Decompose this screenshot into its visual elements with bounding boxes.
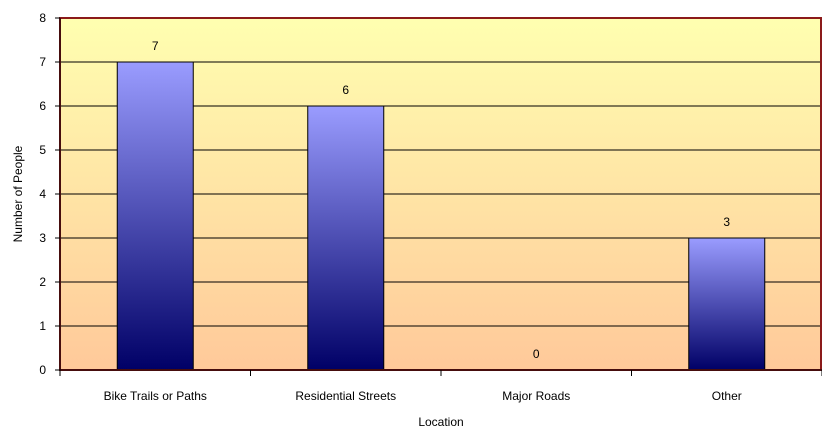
data-labels: 7 6 0 3 [152, 39, 731, 361]
bar [307, 105, 385, 371]
y-tick-label: 1 [39, 319, 46, 333]
x-axis-title: Location [418, 415, 463, 429]
y-tick-label: 4 [39, 187, 46, 201]
y-tick-label: 2 [39, 275, 46, 289]
x-tick-label: Other [712, 389, 742, 403]
y-axis-title: Number of People [11, 145, 25, 242]
y-tick-labels: 0 1 2 3 4 5 6 7 8 [39, 11, 46, 377]
y-tick-label: 8 [39, 11, 46, 25]
x-tick-label: Bike Trails or Paths [104, 389, 207, 403]
y-tick-label: 7 [39, 55, 46, 69]
y-tick-label: 3 [39, 231, 46, 245]
x-tick-label: Residential Streets [295, 389, 396, 403]
axes [55, 17, 822, 376]
data-label: 7 [152, 39, 159, 53]
y-tick-label: 0 [39, 363, 46, 377]
data-label: 6 [342, 83, 349, 97]
data-label: 3 [723, 215, 730, 229]
x-tick-labels: Bike Trails or Paths Residential Streets M… [104, 389, 742, 403]
bar [116, 61, 194, 371]
y-tick-label: 5 [39, 143, 46, 157]
data-label: 0 [533, 347, 540, 361]
bar [688, 237, 766, 371]
x-tick-label: Major Roads [502, 389, 570, 403]
y-tick-label: 6 [39, 99, 46, 113]
